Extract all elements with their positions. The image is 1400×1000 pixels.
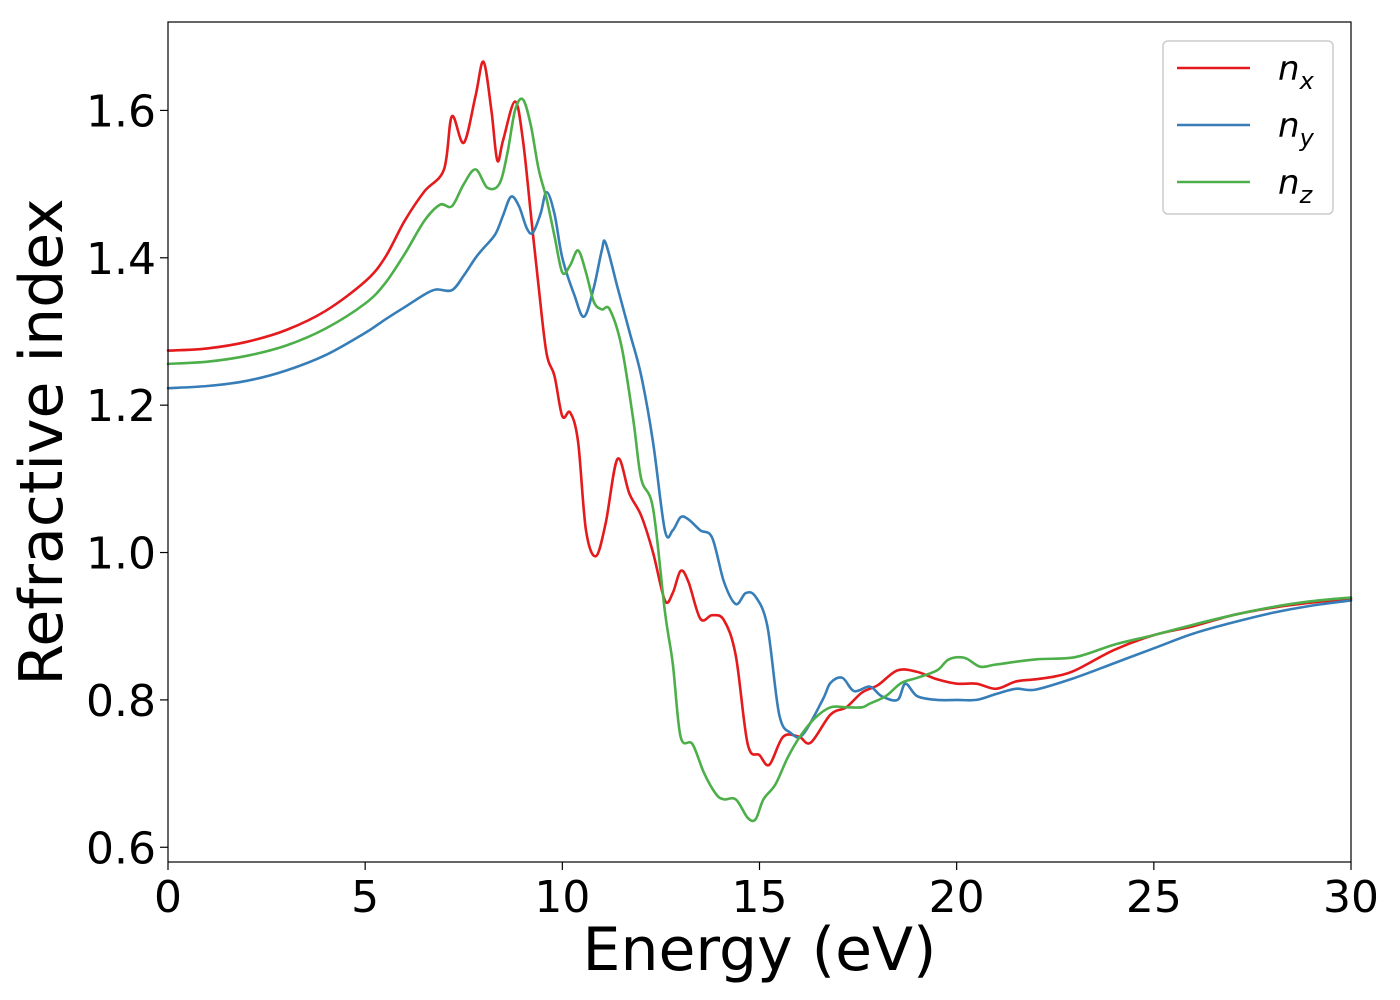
x-tick-label: 20 [929,872,985,923]
y-tick-label: 0.8 [86,676,156,727]
legend-box [1162,40,1334,215]
x-axis-title: Energy (eV) [583,915,937,985]
series-line-n-z [166,97,1353,823]
x-tick-label: 5 [351,872,379,923]
series-line-n-x [166,60,1353,767]
x-tick-label: 15 [732,872,788,923]
y-tick-label: 1.6 [86,86,156,137]
x-tick-label: 10 [534,872,590,923]
series-layer [166,60,1353,823]
x-tick-label: 30 [1323,872,1379,923]
y-tick-label: 0.6 [86,823,156,874]
x-axis-ticks: 0 5 10 15 20 25 30 [154,862,1379,923]
y-axis-ticks: 0.6 0.8 1.0 1.2 1.4 1.6 [86,86,168,874]
y-axis-title: Refractive index [7,198,77,685]
y-tick-label: 1.4 [86,234,156,285]
x-tick-label: 0 [154,872,182,923]
y-tick-label: 1.2 [86,381,156,432]
y-tick-label: 1.0 [86,529,156,580]
plot-background [168,22,1351,862]
series-line-n-y [166,190,1353,739]
x-tick-label: 25 [1126,872,1182,923]
